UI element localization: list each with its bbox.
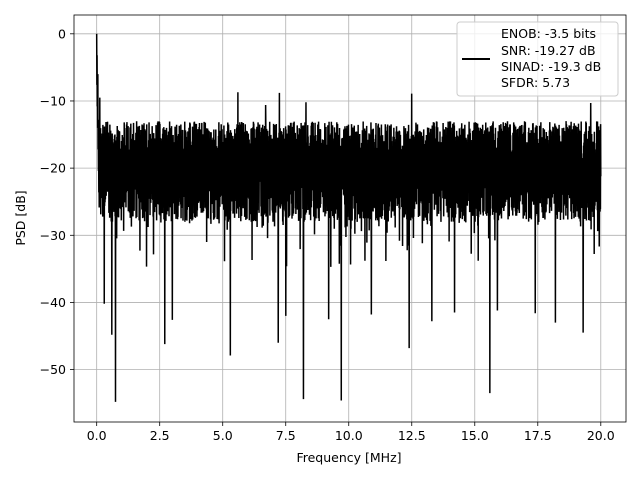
tick-group: 0.0 2.5 5.0 7.5 10.0 12.5 15.0 17.5 20.0 0 −10 −20 −… <box>40 26 615 443</box>
y-tick-label: 0 <box>58 26 66 41</box>
axes-frame <box>73 14 627 423</box>
legend-box <box>456 21 619 97</box>
x-tick-label: 7.5 <box>276 428 296 443</box>
legend-line-4: SFDR: 5.73 <box>501 75 570 90</box>
x-tick-label: 15.0 <box>461 428 489 443</box>
y-tick-label: −20 <box>40 161 66 176</box>
x-tick-label: 12.5 <box>398 428 426 443</box>
psd-series-line <box>95 33 602 402</box>
x-tick-label: 2.5 <box>150 428 170 443</box>
y-tick-label: −30 <box>40 228 66 243</box>
x-tick-label: 17.5 <box>524 428 552 443</box>
x-tick-label: 0.0 <box>87 428 107 443</box>
y-tick-label: −10 <box>40 93 66 108</box>
x-tick-label: 5.0 <box>213 428 233 443</box>
y-axis-label: PSD [dB] <box>13 190 28 245</box>
legend-line-3: SINAD: -19.3 dB <box>501 59 601 74</box>
y-tick-label: −40 <box>40 295 66 310</box>
legend: ENOB: -3.5 bits SNR: -19.27 dB SINAD: -1… <box>456 21 619 97</box>
axes <box>73 14 627 423</box>
plot-area <box>95 33 602 402</box>
legend-line-1: ENOB: -3.5 bits <box>501 26 596 41</box>
y-tick-label: −50 <box>40 362 66 377</box>
x-axis-label: Frequency [MHz] <box>296 450 401 465</box>
legend-line-2: SNR: -19.27 dB <box>501 43 596 58</box>
x-tick-label: 20.0 <box>587 428 615 443</box>
x-tick-label: 10.0 <box>335 428 363 443</box>
